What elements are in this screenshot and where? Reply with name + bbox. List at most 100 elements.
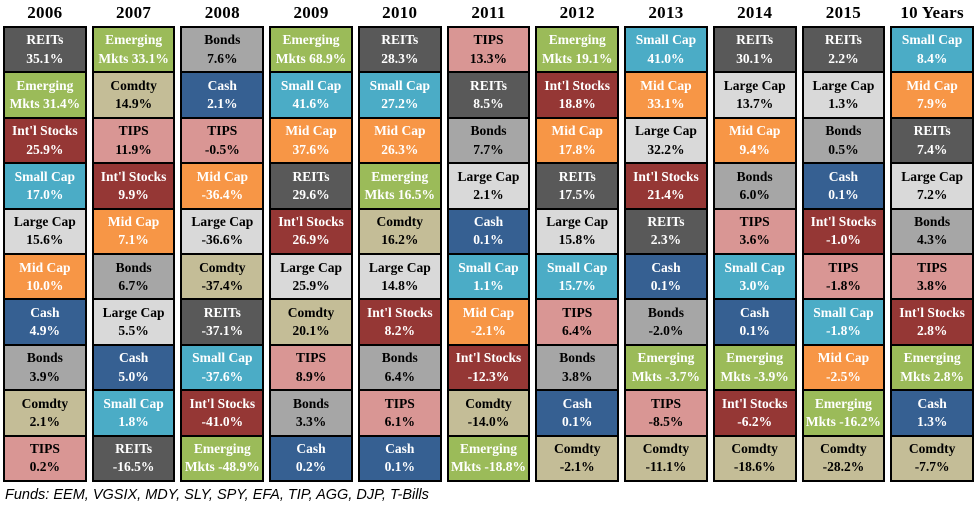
return-cell-reits: REITs 2.2%: [801, 26, 886, 74]
asset-label: Emerging: [282, 32, 340, 48]
return-value: 8.2%: [384, 323, 415, 339]
return-value: Mkts 33.1%: [98, 50, 169, 66]
asset-label: REITs: [647, 214, 685, 230]
return-value: 27.2%: [381, 96, 419, 112]
return-value: -8.5%: [648, 413, 684, 429]
asset-label: Int'l Stocks: [455, 350, 522, 366]
return-value: Mkts 68.9%: [275, 50, 347, 66]
return-value: 1.3%: [916, 413, 948, 429]
return-cell-mid-cap: Mid Cap -2.5%: [801, 343, 886, 392]
return-value: 2.3%: [650, 232, 682, 248]
asset-label: REITs: [558, 168, 596, 184]
return-value: 2.8%: [916, 323, 948, 339]
asset-label: Large Cap: [368, 259, 431, 275]
return-cell-small-cap: Small Cap -1.8%: [801, 298, 886, 346]
return-cell-small-cap: Small Cap 3.0%: [712, 253, 797, 301]
asset-label: Mid Cap: [640, 77, 692, 93]
return-value: 7.7%: [473, 141, 504, 157]
return-cell-emerging-mkts: Emerging Mkts -3.9%: [712, 343, 797, 392]
asset-label: Comdty: [110, 77, 157, 93]
return-value: -36.4%: [201, 186, 244, 202]
asset-label: Cash: [118, 350, 149, 366]
return-value: 0.1%: [650, 277, 682, 293]
return-value: 17.8%: [558, 141, 596, 157]
return-cell-comdty: Comdty -37.4%: [180, 253, 265, 301]
return-value: 2.1%: [29, 413, 61, 429]
return-cell-emerging-mkts: Emerging Mkts -18.8%: [446, 434, 531, 483]
return-value: 41.0%: [647, 50, 685, 66]
return-value: 7.1%: [118, 232, 149, 248]
return-cell-mid-cap: Mid Cap -2.1%: [446, 298, 531, 346]
return-value: 15.8%: [558, 232, 596, 248]
return-cell-comdty: Comdty -28.2%: [801, 434, 886, 483]
asset-label: Large Cap: [546, 214, 609, 230]
return-cell-comdty: Comdty 2.1%: [3, 389, 87, 437]
return-cell-bonds: Bonds 6.0%: [712, 162, 797, 210]
asset-label: Int'l Stocks: [278, 214, 344, 230]
return-cell-tips: TIPS 0.2%: [3, 434, 87, 483]
return-cell-bonds: Bonds 7.6%: [180, 26, 265, 74]
return-value: -2.0%: [648, 323, 684, 339]
return-cell-cash: Cash 1.3%: [890, 389, 974, 437]
asset-label: Mid Cap: [728, 123, 781, 139]
asset-label: Bonds: [736, 168, 773, 184]
return-value: -36.6%: [201, 232, 244, 248]
return-cell-large-cap: Large Cap 32.2%: [624, 116, 708, 165]
return-cell-tips: TIPS -0.5%: [180, 116, 265, 165]
asset-label: Comdty: [287, 304, 335, 320]
asset-label: Comdty: [731, 441, 778, 457]
asset-label: Mid Cap: [107, 214, 160, 230]
return-cell-tips: TIPS 13.3%: [446, 26, 531, 74]
column-header: 2006: [27, 3, 63, 22]
return-cell-reits: REITs 35.1%: [3, 26, 87, 74]
return-value: 25.9%: [292, 277, 330, 293]
asset-label: Emerging: [814, 395, 872, 411]
return-value: 0.1%: [828, 186, 859, 202]
asset-label: Emerging: [371, 168, 429, 184]
return-cell-tips: TIPS 3.6%: [712, 207, 797, 256]
return-cell-tips: TIPS 3.8%: [890, 253, 974, 301]
asset-label: Int'l Stocks: [810, 214, 877, 230]
return-cell-tips: TIPS 6.4%: [535, 298, 620, 346]
return-cell-tips: TIPS 11.9%: [91, 116, 176, 165]
asset-label: Emerging: [726, 350, 784, 366]
return-value: 15.6%: [26, 232, 64, 248]
return-cell-tips: TIPS 8.9%: [269, 343, 353, 392]
column-header: 10 Years: [900, 3, 964, 22]
asset-label: Mid Cap: [19, 259, 71, 275]
column-cells: REITs 30.1% Large Cap 13.7% Mid Cap 9.4% Bonds…: [712, 26, 797, 483]
asset-label: REITs: [26, 32, 64, 48]
return-value: 3.8%: [562, 368, 593, 384]
asset-label: Large Cap: [13, 214, 76, 230]
return-value: 3.0%: [739, 277, 770, 293]
return-cell-small-cap: Small Cap 27.2%: [357, 71, 442, 119]
return-cell-bonds: Bonds -2.0%: [624, 298, 708, 346]
return-cell-mid-cap: Mid Cap 10.0%: [3, 253, 87, 301]
return-value: -14.0%: [467, 413, 510, 429]
return-value: 21.4%: [647, 186, 685, 202]
year-column-2011: 2011 TIPS 13.3% REITs 8.5% Bonds 7.7% Large Cap…: [446, 0, 531, 483]
asset-label: Comdty: [465, 395, 512, 411]
return-cell-large-cap: Large Cap 15.8%: [535, 207, 620, 256]
return-value: 6.7%: [118, 277, 149, 293]
return-value: 9.9%: [118, 186, 149, 202]
return-value: 8.5%: [473, 96, 504, 112]
asset-label: REITs: [203, 304, 241, 320]
asset-label: Large Cap: [191, 214, 254, 230]
return-value: 8.9%: [295, 368, 327, 384]
return-value: 7.4%: [916, 141, 948, 157]
asset-label: Small Cap: [192, 350, 253, 366]
return-cell-reits: REITs 29.6%: [269, 162, 353, 210]
return-value: 6.4%: [384, 368, 415, 384]
column-cells: Bonds 7.6% Cash 2.1% TIPS -0.5% Mid Cap -36.4% L…: [180, 26, 265, 483]
return-cell-comdty: Comdty -11.1%: [624, 434, 708, 483]
asset-label: Bonds: [293, 395, 330, 411]
asset-label: Int'l Stocks: [366, 304, 433, 320]
return-value: 0.1%: [384, 459, 415, 475]
return-value: -2.5%: [825, 368, 861, 384]
return-value: 0.1%: [739, 323, 770, 339]
return-cell-int-l-stocks: Int'l Stocks 26.9%: [269, 207, 353, 256]
year-column-2013: 2013 Small Cap 41.0% Mid Cap 33.1% Large Cap 3…: [624, 0, 708, 483]
return-cell-bonds: Bonds 6.7%: [91, 253, 176, 301]
